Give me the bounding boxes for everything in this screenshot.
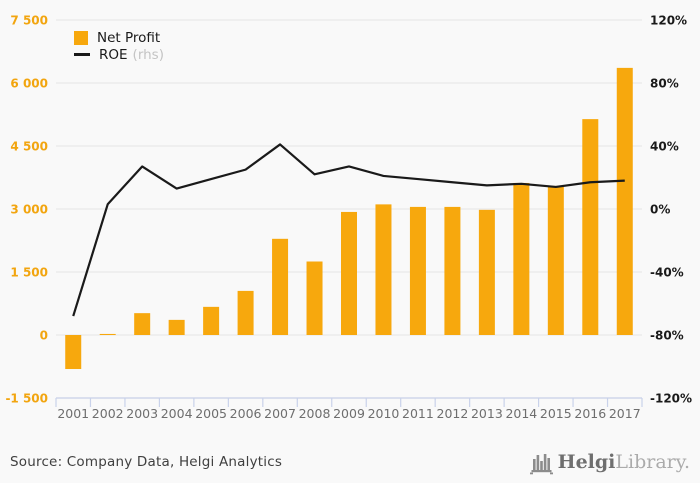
year-label: 2017 — [609, 406, 641, 421]
right-axis-label: -120% — [650, 392, 692, 406]
left-axis-label: 1 500 — [10, 266, 48, 280]
bar-2014 — [513, 182, 530, 335]
right-axis-label: 40% — [650, 140, 679, 154]
legend-label-net-profit: Net Profit — [97, 29, 161, 46]
bar-2011 — [409, 206, 426, 335]
legend: Net Profit ROE (rhs) — [74, 29, 164, 63]
left-axis-label: 6 000 — [10, 77, 48, 91]
legend-label-roe: ROE — [99, 46, 128, 63]
bar-2008 — [306, 261, 323, 335]
bar-2001 — [65, 335, 82, 370]
year-label: 2006 — [230, 406, 262, 421]
year-label: 2012 — [437, 406, 469, 421]
source-text: Source: Company Data, Helgi Analytics — [10, 453, 283, 470]
footer: Source: Company Data, Helgi Analytics He… — [0, 440, 700, 483]
bar-2013 — [478, 209, 495, 335]
year-label: 2003 — [126, 406, 158, 421]
net-profit-swatch-icon — [74, 30, 88, 45]
year-label: 2013 — [471, 406, 503, 421]
year-label: 2014 — [505, 406, 537, 421]
left-axis-label: 7 500 — [10, 14, 48, 28]
legend-item-roe: ROE (rhs) — [74, 46, 164, 63]
bar-2006 — [237, 290, 254, 335]
helgi-library-logo: HelgiLibrary. — [529, 449, 690, 475]
year-label: 2001 — [57, 406, 89, 421]
bar-2005 — [203, 306, 220, 335]
left-axis-label: -1 500 — [5, 392, 48, 406]
bar-2009 — [341, 211, 357, 335]
year-label: 2008 — [299, 406, 331, 421]
logo-helgi-text: Helgi — [557, 450, 616, 473]
left-axis-label: 3 000 — [10, 203, 48, 217]
year-label: 2010 — [368, 406, 400, 421]
bar-2016 — [582, 119, 599, 336]
year-label: 2009 — [333, 406, 365, 421]
bar-2012 — [444, 206, 461, 335]
year-label: 2004 — [161, 406, 193, 421]
bar-2002 — [99, 333, 116, 335]
x-axis-labels: 2001 2002 2003 2004 2005 2006 2007 2008 2009 2010… — [57, 406, 640, 421]
roe-line-swatch-icon — [74, 53, 90, 56]
year-label: 2016 — [574, 406, 606, 421]
logo-library-text: Library. — [615, 450, 690, 473]
year-label: 2002 — [92, 406, 124, 421]
chart-canvas: 7 500 120% 6 000 80% 4 500 40% 3 000 0% 1 500 -40… — [5, 14, 692, 422]
net-profit-bars — [65, 67, 633, 370]
logo-bars-icon — [529, 453, 553, 474]
left-axis-label: 0 — [40, 329, 48, 343]
right-axis-label: 0% — [650, 203, 670, 217]
year-label: 2005 — [195, 406, 227, 421]
bar-2015 — [547, 185, 564, 335]
axis-tick-labels: 7 500 120% 6 000 80% 4 500 40% 3 000 0% 1 500 -40… — [5, 14, 692, 406]
bar-2017 — [616, 67, 633, 335]
x-axis — [55, 397, 643, 407]
right-axis-label: 120% — [650, 14, 687, 28]
left-axis-label: 4 500 — [10, 140, 48, 154]
legend-label-roe-rhs: (rhs) — [132, 46, 164, 63]
right-axis-label: 80% — [650, 77, 679, 91]
roe-line — [72, 143, 625, 317]
right-axis-label: -80% — [650, 329, 684, 343]
legend-item-net-profit: Net Profit — [74, 29, 164, 46]
year-label: 2007 — [264, 406, 296, 421]
bar-2010 — [375, 204, 392, 335]
logo-wordmark: HelgiLibrary. — [558, 449, 690, 475]
right-axis-label: -40% — [650, 266, 684, 280]
year-label: 2011 — [402, 406, 434, 421]
year-label: 2015 — [540, 406, 572, 421]
bar-2004 — [168, 319, 185, 335]
bar-2007 — [272, 238, 289, 335]
bar-2003 — [134, 313, 151, 335]
